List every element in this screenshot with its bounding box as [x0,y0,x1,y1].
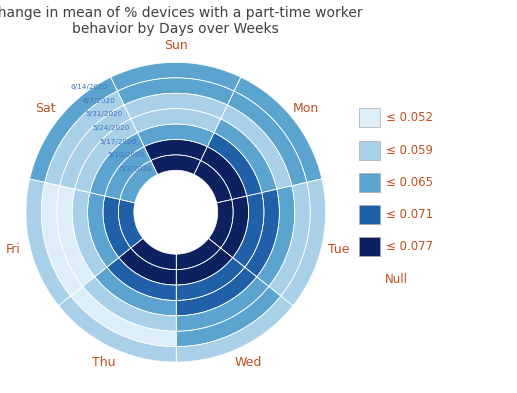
Polygon shape [111,62,241,91]
Polygon shape [131,108,221,133]
Polygon shape [176,267,257,316]
Polygon shape [221,105,292,189]
Polygon shape [221,196,249,257]
Text: 5/31/2020: 5/31/2020 [85,112,123,118]
Text: 5/3/2020: 5/3/2020 [119,165,152,172]
Polygon shape [245,189,279,277]
Text: ≤ 0.065: ≤ 0.065 [386,176,433,189]
Text: Sat: Sat [35,102,56,115]
Polygon shape [233,193,264,267]
Text: Change in mean of % devices with a part-time worker
behavior by Days over Weeks: Change in mean of % devices with a part-… [0,6,363,36]
Polygon shape [103,196,131,257]
Polygon shape [201,147,247,200]
Polygon shape [214,119,277,193]
Polygon shape [95,267,176,316]
Polygon shape [83,277,176,331]
Polygon shape [119,248,176,285]
Polygon shape [144,140,207,161]
Polygon shape [176,257,245,300]
Text: 6/7/2020: 6/7/2020 [82,98,115,104]
Polygon shape [124,93,227,119]
Polygon shape [269,182,310,296]
Text: 5/24/2020: 5/24/2020 [93,125,130,131]
Text: Null: Null [385,272,408,286]
Text: Thu: Thu [92,356,115,369]
Polygon shape [120,161,158,203]
Text: Tue: Tue [328,243,349,256]
Polygon shape [45,91,124,186]
Text: Fri: Fri [6,243,21,256]
Text: 5/17/2020: 5/17/2020 [100,139,138,145]
Text: Wed: Wed [234,356,262,369]
Polygon shape [234,77,322,182]
Polygon shape [30,77,117,182]
Text: 6/14/2020: 6/14/2020 [70,84,108,90]
Polygon shape [60,105,131,189]
Polygon shape [118,200,143,248]
Polygon shape [227,91,307,186]
Polygon shape [131,239,176,270]
Polygon shape [71,286,176,347]
Polygon shape [90,133,144,196]
Text: ≤ 0.071: ≤ 0.071 [386,208,433,221]
Polygon shape [208,200,233,248]
Polygon shape [176,286,281,347]
Text: ≤ 0.059: ≤ 0.059 [386,143,433,157]
Polygon shape [107,257,176,300]
Text: Sun: Sun [164,39,188,52]
Polygon shape [57,186,95,286]
Polygon shape [41,182,83,296]
Polygon shape [26,179,71,306]
Polygon shape [58,296,176,362]
Text: ≤ 0.052: ≤ 0.052 [386,111,433,125]
Polygon shape [194,161,232,203]
Polygon shape [257,186,295,286]
Text: ≤ 0.077: ≤ 0.077 [386,240,433,253]
Polygon shape [176,277,269,331]
Polygon shape [72,189,107,277]
Text: 5/10/2020: 5/10/2020 [108,152,145,158]
Polygon shape [105,147,151,200]
Polygon shape [281,179,326,306]
Text: Mon: Mon [293,102,320,115]
Polygon shape [138,124,214,147]
Polygon shape [151,155,201,174]
Polygon shape [176,239,221,270]
Polygon shape [75,119,138,193]
Polygon shape [87,193,119,267]
Polygon shape [176,248,233,285]
Polygon shape [207,133,262,196]
Polygon shape [176,296,293,362]
Polygon shape [117,78,234,105]
